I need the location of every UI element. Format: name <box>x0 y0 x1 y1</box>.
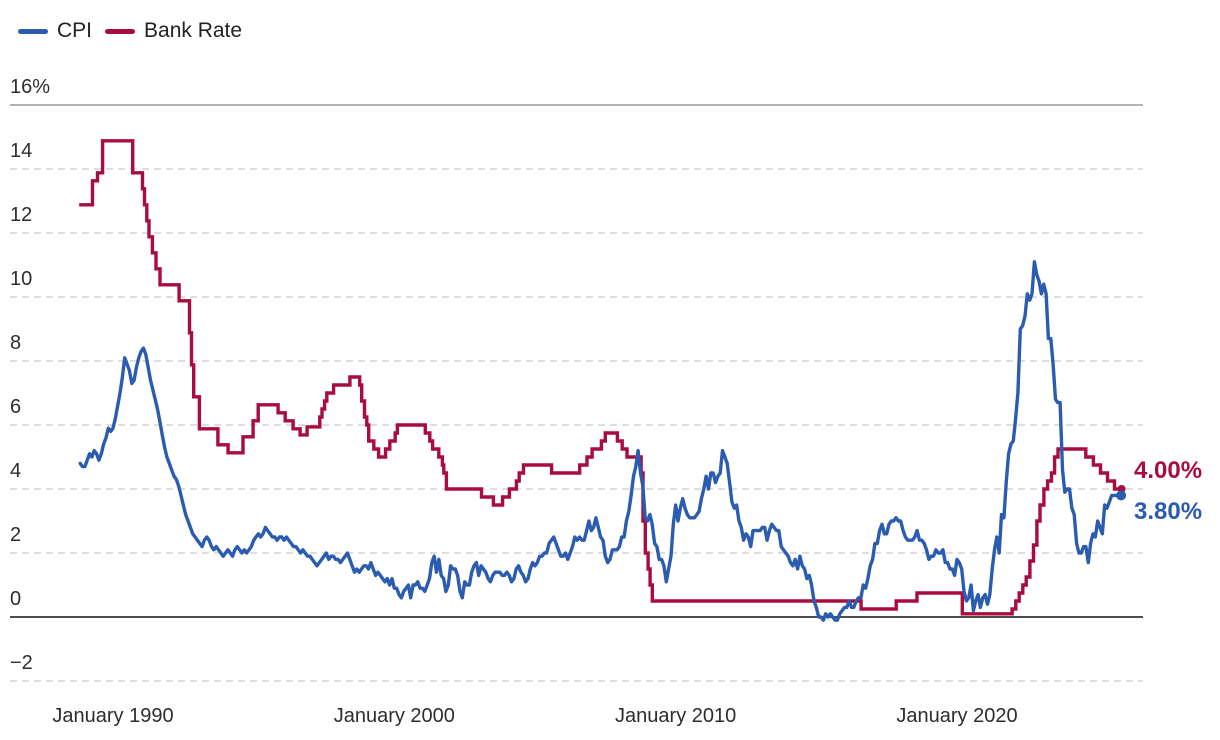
y-tick-label: 8 <box>10 332 21 354</box>
cpi-legend-swatch <box>18 28 48 34</box>
y-tick-label: 14 <box>10 140 32 162</box>
x-tick-label: January 2000 <box>334 705 455 727</box>
y-tick-label: 0 <box>10 588 21 610</box>
x-tick-label: January 2020 <box>896 705 1017 727</box>
x-tick-label: January 2010 <box>615 705 736 727</box>
y-tick-label: 4 <box>10 460 21 482</box>
y-tick-label: 16% <box>10 76 50 98</box>
bank-rate-legend-swatch <box>105 28 136 34</box>
y-tick-label: 6 <box>10 396 21 418</box>
y-tick-label: 12 <box>10 204 32 226</box>
y-tick-label: 2 <box>10 524 21 546</box>
x-tick-label: January 1990 <box>52 705 173 727</box>
cpi-end-value-label: 3.80% <box>1134 498 1203 525</box>
legend-item-cpi: CPI <box>18 19 92 43</box>
bank-rate-legend-label: Bank Rate <box>144 19 243 42</box>
y-tick-label: −2 <box>10 652 33 674</box>
cpi-legend-label: CPI <box>57 19 93 42</box>
cpi-end-dot <box>1116 490 1127 501</box>
legend-item-bank-rate: Bank Rate <box>105 19 242 43</box>
y-tick-label: 10 <box>10 268 32 290</box>
bank-rate-end-value-label: 4.00% <box>1134 457 1203 484</box>
bank-rate-line <box>79 139 1122 616</box>
cpi-line <box>78 260 1123 622</box>
chart-legend: CPI Bank Rate <box>18 19 242 43</box>
